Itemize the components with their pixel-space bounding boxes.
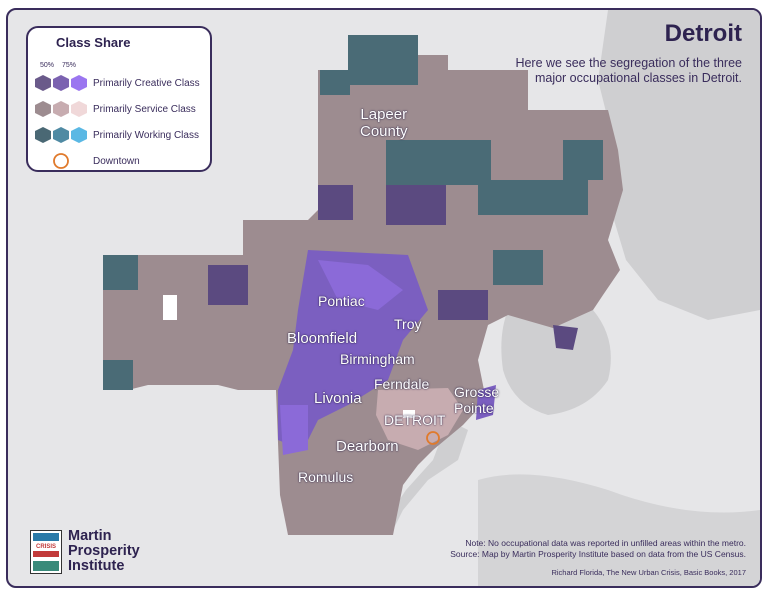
legend-label-service: Primarily Service Class — [93, 103, 196, 115]
place-label-bloomfield: Bloomfield — [287, 330, 358, 347]
grosse-pointe-creative — [476, 385, 496, 420]
working-patch-7 — [103, 360, 133, 390]
service-hex-swatches — [35, 101, 87, 117]
place-label-ferndale: Ferndale — [374, 376, 430, 392]
creative-dark-3 — [208, 265, 248, 305]
logo-line-2: Prosperity — [68, 543, 140, 559]
book-cover-icon: CRISIS — [30, 529, 62, 574]
lake-erie — [478, 474, 760, 586]
working-patch-5 — [563, 140, 603, 180]
place-label-pontiac: Pontiac — [318, 293, 365, 309]
downtown-circle-icon — [53, 153, 69, 169]
working-patch-2 — [320, 70, 350, 95]
mpi-logo: CRISIS Martin Prosperity Institute — [30, 529, 140, 574]
map-notes: Note: No occupational data was reported … — [416, 538, 746, 560]
place-label-livonia: Livonia — [314, 390, 362, 407]
logo-text: Martin Prosperity Institute — [68, 529, 140, 574]
place-label-troy: Troy — [394, 316, 422, 332]
legend-label-working: Primarily Working Class — [93, 129, 199, 141]
logo-line-1: Martin — [68, 528, 112, 544]
page-title: Detroit — [664, 20, 742, 47]
working-patch-3 — [386, 140, 491, 185]
working-hex-swatches — [35, 127, 87, 143]
downtown-marker — [426, 431, 440, 445]
st-clair-shores-creative — [553, 325, 578, 350]
working-patch-4 — [478, 180, 588, 215]
creative-dark-4 — [438, 290, 488, 320]
creative-dark-1 — [318, 185, 353, 220]
credit-text: Richard Florida, The New Urban Crisis, B… — [551, 568, 746, 577]
place-label-grosse-pointe: Grosse Pointe — [454, 384, 500, 416]
legend-pct-low: 50% — [40, 62, 55, 69]
map-frame: Detroit Here we see the segregation of t… — [6, 8, 762, 588]
legend-row-service: Primarily Service Class — [34, 98, 196, 120]
lake-st-clair — [501, 300, 611, 415]
canada-water-band — [598, 10, 760, 320]
white-gap-2 — [403, 410, 415, 418]
note-text: Note: No occupational data was reported … — [465, 538, 746, 548]
legend-label-creative: Primarily Creative Class — [93, 77, 200, 89]
detroit-river — [386, 420, 468, 530]
legend-row-downtown: Downtown — [34, 150, 140, 172]
place-label-romulus: Romulus — [298, 469, 354, 485]
place-label-dearborn: Dearborn — [336, 438, 399, 455]
logo-badge-text: CRISIS — [36, 544, 56, 550]
legend: Class Share 50% 75% Primarily Creative C… — [26, 26, 212, 172]
place-label-birmingham: Birmingham — [340, 351, 415, 367]
legend-row-creative: Primarily Creative Class — [34, 72, 200, 94]
working-patch-8 — [493, 250, 543, 285]
source-text: Source: Map by Martin Prosperity Institu… — [450, 549, 746, 559]
creative-light-3 — [280, 405, 308, 455]
creative-light-2 — [318, 260, 403, 310]
working-patch-6 — [103, 255, 138, 290]
legend-pct-high: 75% — [62, 62, 77, 69]
page-subtitle: Here we see the segregation of the three… — [515, 56, 742, 85]
detroit-core — [376, 388, 463, 450]
metro-map — [103, 10, 760, 586]
place-label-detroit: DETROIT — [384, 412, 446, 428]
creative-hex-swatches — [35, 75, 87, 91]
legend-row-working: Primarily Working Class — [34, 124, 199, 146]
legend-title: Class Share — [56, 35, 131, 50]
white-gap-1 — [163, 295, 177, 320]
creative-dark-2 — [386, 185, 446, 225]
working-patch-1 — [348, 35, 418, 85]
legend-label-downtown: Downtown — [93, 155, 140, 167]
place-label-lapeer: Lapeer County — [360, 106, 408, 140]
logo-line-3: Institute — [68, 558, 125, 574]
